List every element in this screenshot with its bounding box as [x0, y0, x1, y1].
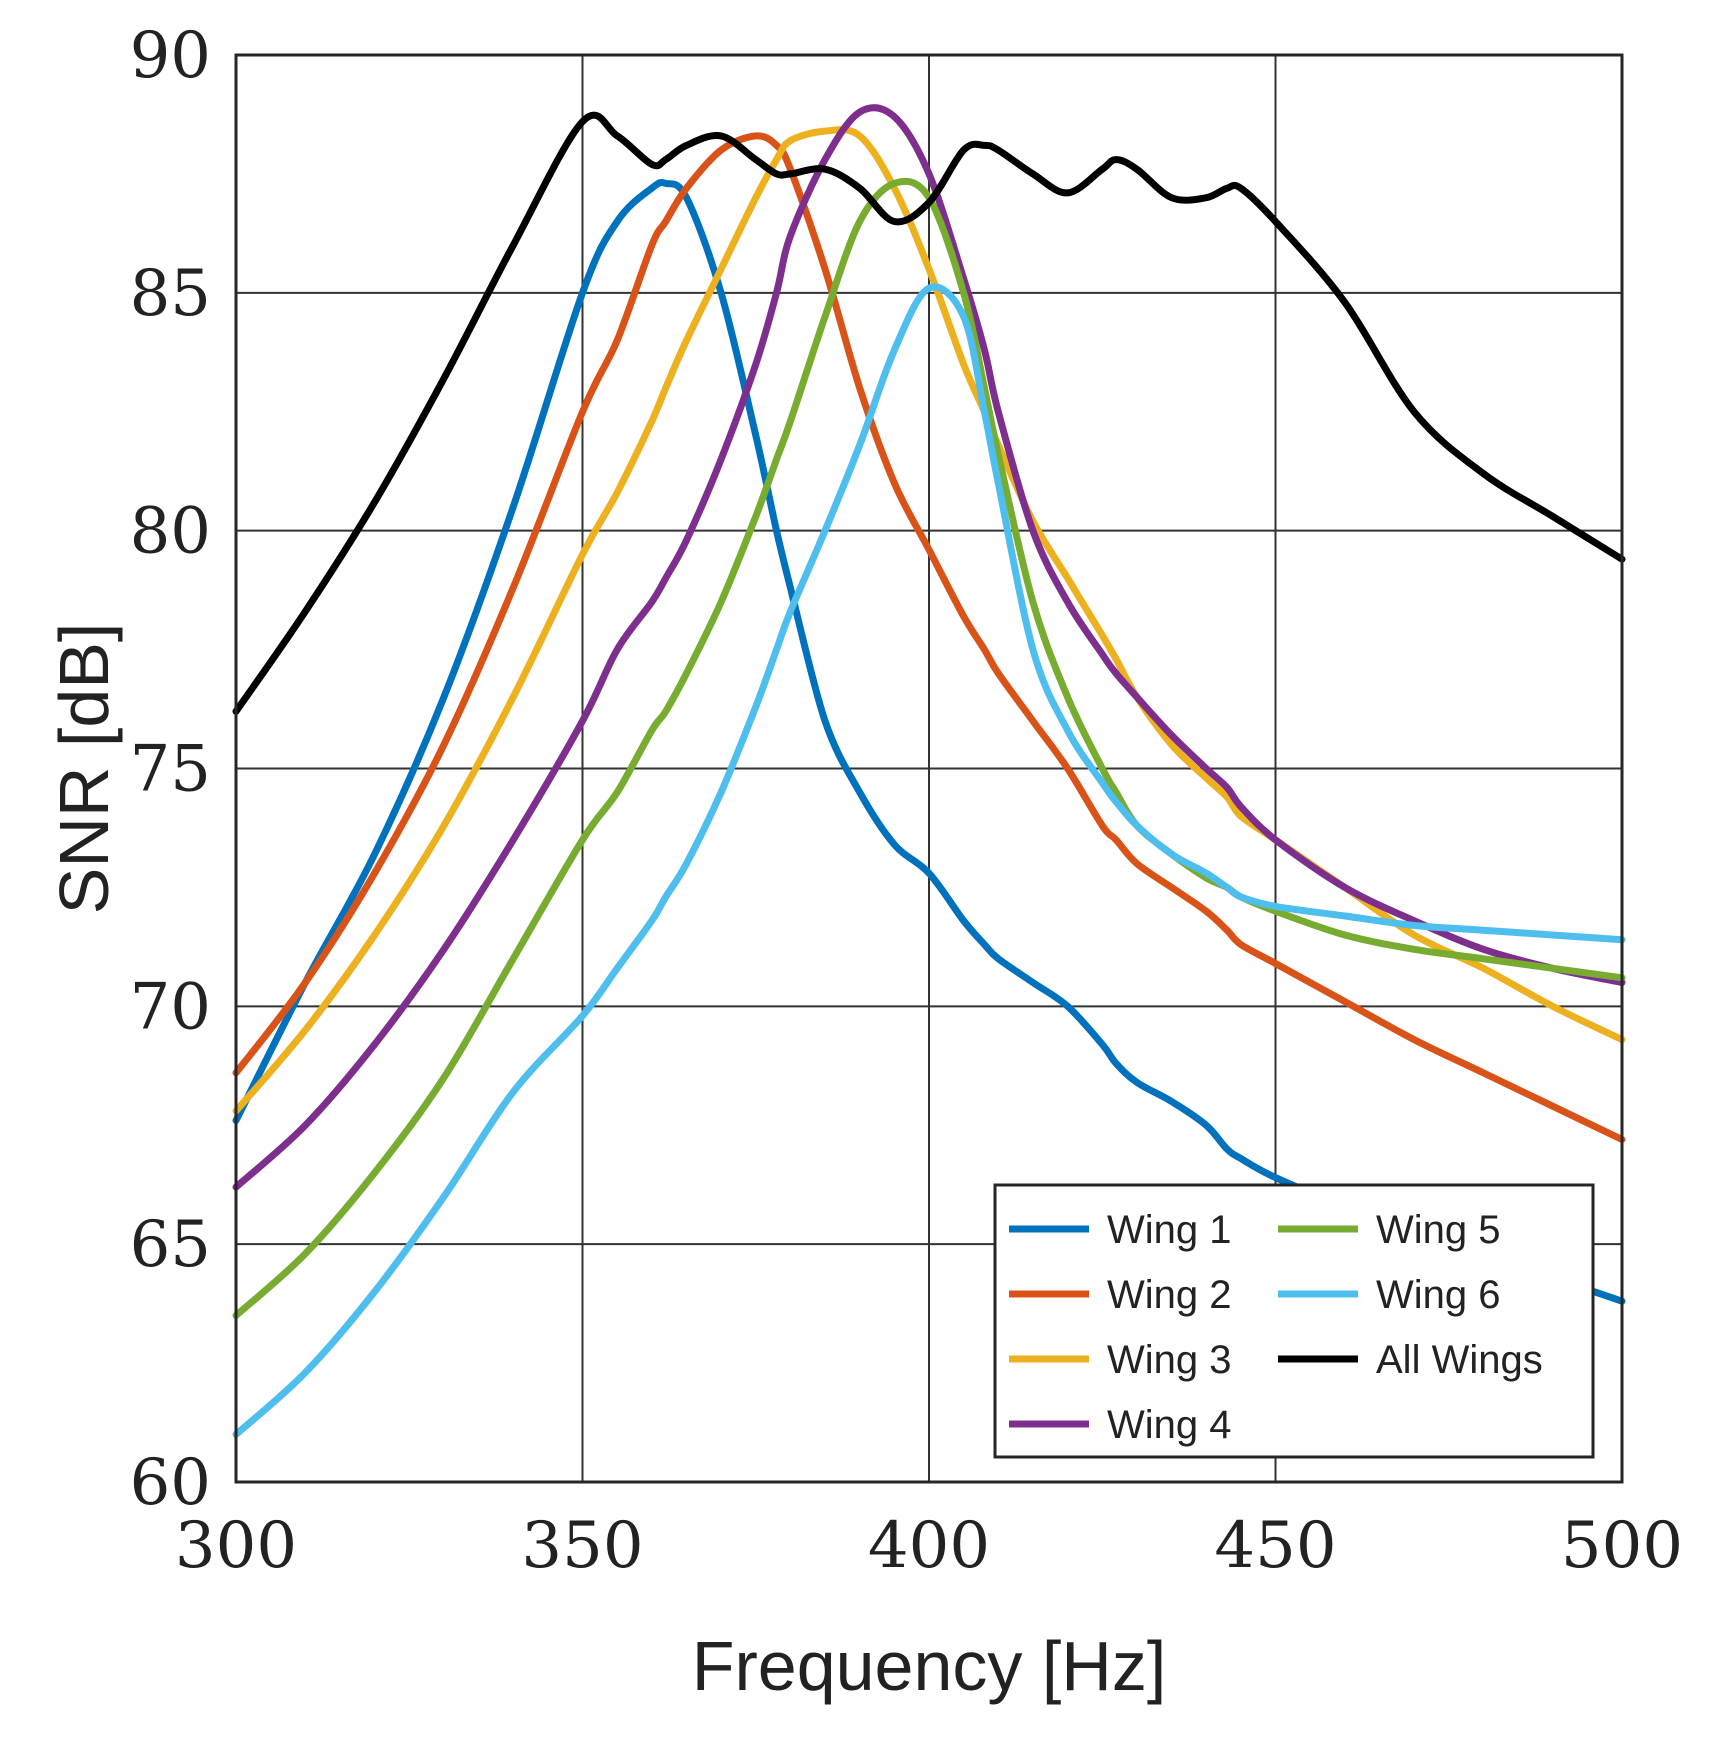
legend-label-wing-5: Wing 5 [1376, 1208, 1501, 1252]
legend: Wing 1 Wing 2 Wing 3 Wing 4 Wing 5 Wing 6 All … [993, 1183, 1595, 1459]
x-tick-label: 300 [175, 1509, 297, 1583]
x-tick-label: 500 [1561, 1509, 1683, 1583]
y-tick-label: 90 [130, 19, 211, 93]
series-group [232, 104, 1626, 1438]
y-tick-label: 60 [130, 1446, 211, 1520]
y-tick-label: 85 [130, 257, 211, 331]
x-axis-label: Frequency [Hz] [692, 1627, 1167, 1705]
y-tick-label: 80 [130, 495, 211, 569]
legend-label-wing-2: Wing 2 [1107, 1273, 1232, 1317]
series-line-wing-3 [232, 126, 1626, 1115]
legend-label-wing-6: Wing 6 [1376, 1273, 1501, 1317]
y-axis-label: SNR [dB] [45, 623, 123, 915]
x-tick-label: 400 [868, 1509, 990, 1583]
y-tick-label: 65 [130, 1208, 211, 1282]
series-line-wing-6 [232, 283, 1626, 1438]
series-line-wing-4 [232, 104, 1626, 1191]
grid [236, 55, 1622, 1482]
legend-label-wing-1: Wing 1 [1107, 1208, 1232, 1252]
tick-labels: 300 350 400 450 500 60 65 70 75 80 85 90 [130, 19, 1684, 1583]
legend-label-wing-4: Wing 4 [1107, 1403, 1232, 1447]
x-tick-label: 350 [521, 1509, 643, 1583]
series-line-all-wings [232, 111, 1626, 715]
x-tick-label: 450 [1214, 1509, 1336, 1583]
y-tick-label: 70 [130, 970, 211, 1044]
y-tick-label: 75 [130, 733, 211, 807]
legend-label-all-wings: All Wings [1376, 1338, 1543, 1382]
plot-frame [234, 53, 1624, 1484]
series-line-wing-2 [232, 132, 1626, 1143]
series-line-wing-1 [232, 179, 1626, 1305]
legend-label-wing-3: Wing 3 [1107, 1338, 1232, 1382]
